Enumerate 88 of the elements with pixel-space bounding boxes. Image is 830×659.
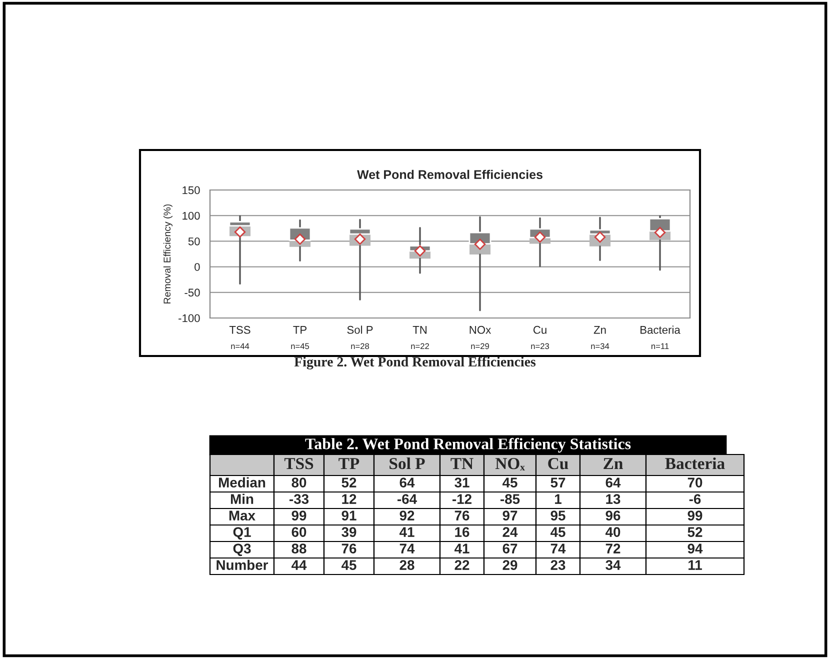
y-tick-label: -50 bbox=[184, 288, 200, 297]
text: 57 bbox=[550, 478, 566, 488]
x-tick-label: Zn bbox=[594, 326, 606, 334]
text: 52 bbox=[688, 527, 702, 537]
text: Max bbox=[229, 510, 256, 520]
text: n=45 bbox=[291, 343, 310, 350]
text: 1 bbox=[555, 494, 562, 504]
y-axis-title: Removal Efficiency (%) bbox=[163, 204, 172, 304]
text: 91 bbox=[342, 510, 356, 520]
text: 72 bbox=[606, 544, 620, 554]
caption: Table 2. Wet Pond Removal Efficiency Statistics bbox=[305, 438, 631, 453]
text: 97 bbox=[502, 510, 518, 520]
text: -64 bbox=[398, 494, 417, 504]
text: 22 bbox=[454, 560, 470, 570]
text: Bacteria bbox=[665, 457, 725, 470]
text: 67 bbox=[502, 544, 518, 554]
text: 45 bbox=[341, 560, 356, 570]
text: 34 bbox=[606, 560, 621, 570]
text: 29 bbox=[502, 560, 518, 570]
text: 88 bbox=[292, 544, 306, 554]
text: n=34 bbox=[591, 343, 610, 350]
text: 28 bbox=[400, 560, 414, 570]
text: 64 bbox=[400, 478, 415, 488]
text: Median bbox=[219, 477, 266, 488]
text: n=44 bbox=[231, 343, 250, 350]
text: n=23 bbox=[531, 343, 550, 350]
text: 76 bbox=[454, 510, 470, 520]
text: 45 bbox=[550, 527, 566, 537]
text: 11 bbox=[688, 560, 702, 570]
y-tick-label: 0 bbox=[194, 263, 200, 271]
text: -12 bbox=[452, 494, 472, 504]
text: -85 bbox=[500, 494, 520, 504]
text: Cu bbox=[548, 458, 568, 470]
text: TP bbox=[338, 458, 360, 470]
text: Sol P bbox=[390, 457, 425, 470]
x-tick-label: Sol P bbox=[347, 326, 373, 334]
text: 95 bbox=[550, 510, 566, 520]
text: -33 bbox=[290, 494, 309, 504]
text: 39 bbox=[342, 527, 356, 537]
text: 60 bbox=[292, 527, 306, 537]
text: 52 bbox=[342, 478, 356, 488]
text: n=29 bbox=[471, 343, 489, 350]
text: Min bbox=[230, 494, 254, 504]
x-tick-label: TP bbox=[293, 326, 307, 334]
text: 70 bbox=[688, 478, 702, 488]
y-tick-label: 100 bbox=[182, 212, 200, 220]
x-tick-label: TSS bbox=[229, 326, 250, 334]
text: -6 bbox=[689, 494, 701, 504]
text: 24 bbox=[502, 527, 518, 537]
text: 12 bbox=[342, 494, 356, 504]
text: 45 bbox=[502, 478, 518, 488]
text: n=28 bbox=[351, 343, 370, 350]
x-tick-label: Cu bbox=[533, 326, 546, 334]
text: 64 bbox=[606, 478, 621, 488]
text: Q1 bbox=[233, 527, 251, 540]
text: 96 bbox=[606, 510, 620, 520]
text: 44 bbox=[291, 560, 307, 570]
text: 74 bbox=[550, 544, 566, 554]
text: TN bbox=[450, 458, 474, 470]
text: TSS bbox=[284, 458, 314, 470]
text: 23 bbox=[550, 560, 566, 570]
text: NOₓ bbox=[495, 458, 525, 470]
text: 99 bbox=[292, 510, 306, 520]
text: Number bbox=[216, 560, 268, 570]
text: 16 bbox=[455, 527, 470, 537]
text: 13 bbox=[606, 494, 620, 504]
text: 41 bbox=[454, 544, 470, 554]
text: Zn bbox=[604, 458, 623, 470]
x-tick-label: TN bbox=[412, 326, 426, 334]
text: 76 bbox=[342, 544, 356, 554]
x-tick-label: Bacteria bbox=[640, 326, 680, 334]
y-tick-label: -100 bbox=[178, 314, 200, 322]
y-tick-label: 50 bbox=[188, 237, 200, 246]
text: 80 bbox=[292, 478, 306, 488]
chart-title: Wet Pond Removal Efficiencies bbox=[357, 170, 542, 180]
text: n=11 bbox=[651, 343, 669, 350]
text: 99 bbox=[688, 510, 702, 520]
text: 41 bbox=[399, 527, 414, 537]
x-tick-label: NOx bbox=[470, 326, 491, 334]
caption: Figure 2. Wet Pond Removal Efficiencies bbox=[294, 356, 536, 370]
text: 94 bbox=[688, 544, 703, 554]
text: 40 bbox=[605, 527, 620, 537]
text: 92 bbox=[400, 510, 414, 520]
text: 31 bbox=[454, 478, 470, 488]
text: Q3 bbox=[233, 544, 251, 556]
text: n=22 bbox=[411, 343, 429, 350]
text: 74 bbox=[400, 544, 415, 554]
y-tick-label: 150 bbox=[182, 186, 200, 194]
